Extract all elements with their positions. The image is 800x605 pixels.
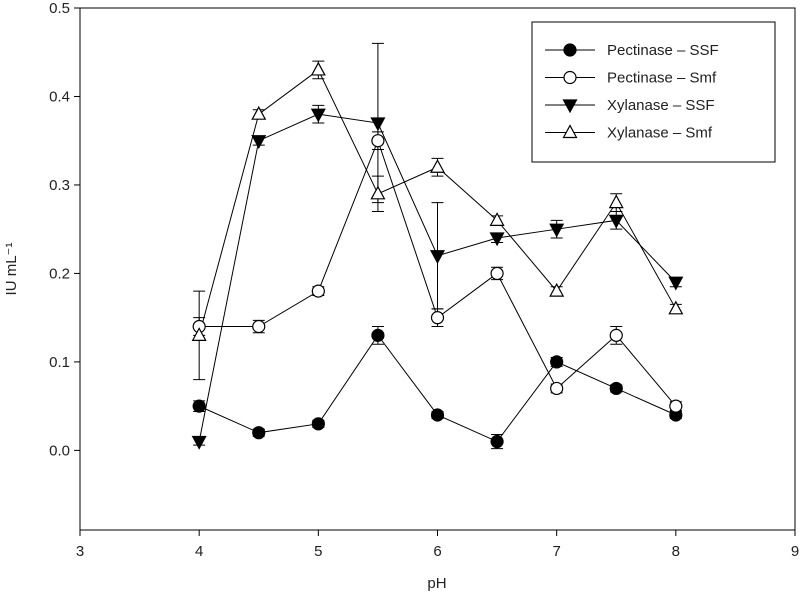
data-point xyxy=(429,250,446,264)
x-tick-label: 3 xyxy=(76,543,84,560)
data-point xyxy=(430,408,445,422)
data-point xyxy=(549,223,565,238)
legend-marker xyxy=(562,124,578,139)
y-tick-label: 0.5 xyxy=(49,0,70,17)
data-point xyxy=(490,434,504,449)
legend-label: Pectinase – SSF xyxy=(607,42,719,59)
data-point xyxy=(252,426,266,440)
y-tick-label: 0.1 xyxy=(49,354,70,371)
y-tick-label: 0.0 xyxy=(49,442,70,459)
y-tick-label: 0.4 xyxy=(49,88,70,105)
x-tick-label: 6 xyxy=(433,543,441,560)
y-axis-label: IU mL⁻¹ xyxy=(3,243,20,296)
data-point xyxy=(608,214,624,229)
data-point xyxy=(370,185,386,200)
x-axis-label: pH xyxy=(427,575,446,592)
data-point xyxy=(609,328,623,342)
data-point xyxy=(490,266,504,281)
data-point xyxy=(310,108,326,123)
data-point xyxy=(311,417,325,431)
data-point xyxy=(251,105,267,120)
x-tick-label: 5 xyxy=(314,543,322,560)
data-point xyxy=(668,300,684,315)
data-point xyxy=(550,355,564,369)
legend-marker xyxy=(563,70,577,85)
data-point xyxy=(489,212,505,226)
data-point xyxy=(430,311,445,325)
data-point xyxy=(550,381,564,396)
legend-label: Xylanase – SSF xyxy=(607,97,715,114)
data-point xyxy=(310,61,326,76)
data-point xyxy=(549,282,565,297)
legend-marker xyxy=(563,43,577,57)
y-tick-label: 0.2 xyxy=(49,265,70,282)
data-point xyxy=(192,399,206,413)
legend-label: Xylanase – Smf xyxy=(607,125,713,142)
data-point xyxy=(311,284,325,298)
data-point xyxy=(252,319,266,334)
data-point xyxy=(371,328,385,342)
data-point xyxy=(669,399,683,413)
data-point xyxy=(370,117,386,132)
x-tick-label: 4 xyxy=(195,543,203,560)
data-point xyxy=(489,232,505,247)
data-point xyxy=(191,327,207,341)
data-point xyxy=(609,381,623,396)
data-point xyxy=(371,134,385,148)
data-point xyxy=(608,194,624,209)
x-tick-label: 8 xyxy=(672,543,680,560)
x-tick-label: 9 xyxy=(791,543,799,560)
x-tick-label: 7 xyxy=(552,543,560,560)
y-tick-label: 0.3 xyxy=(49,177,70,194)
data-point xyxy=(429,158,446,173)
data-point xyxy=(668,276,684,291)
legend-marker xyxy=(562,99,578,114)
data-point xyxy=(191,435,207,450)
series-line xyxy=(198,334,677,443)
legend-label: Pectinase – Smf xyxy=(607,70,717,87)
data-point xyxy=(251,135,267,149)
